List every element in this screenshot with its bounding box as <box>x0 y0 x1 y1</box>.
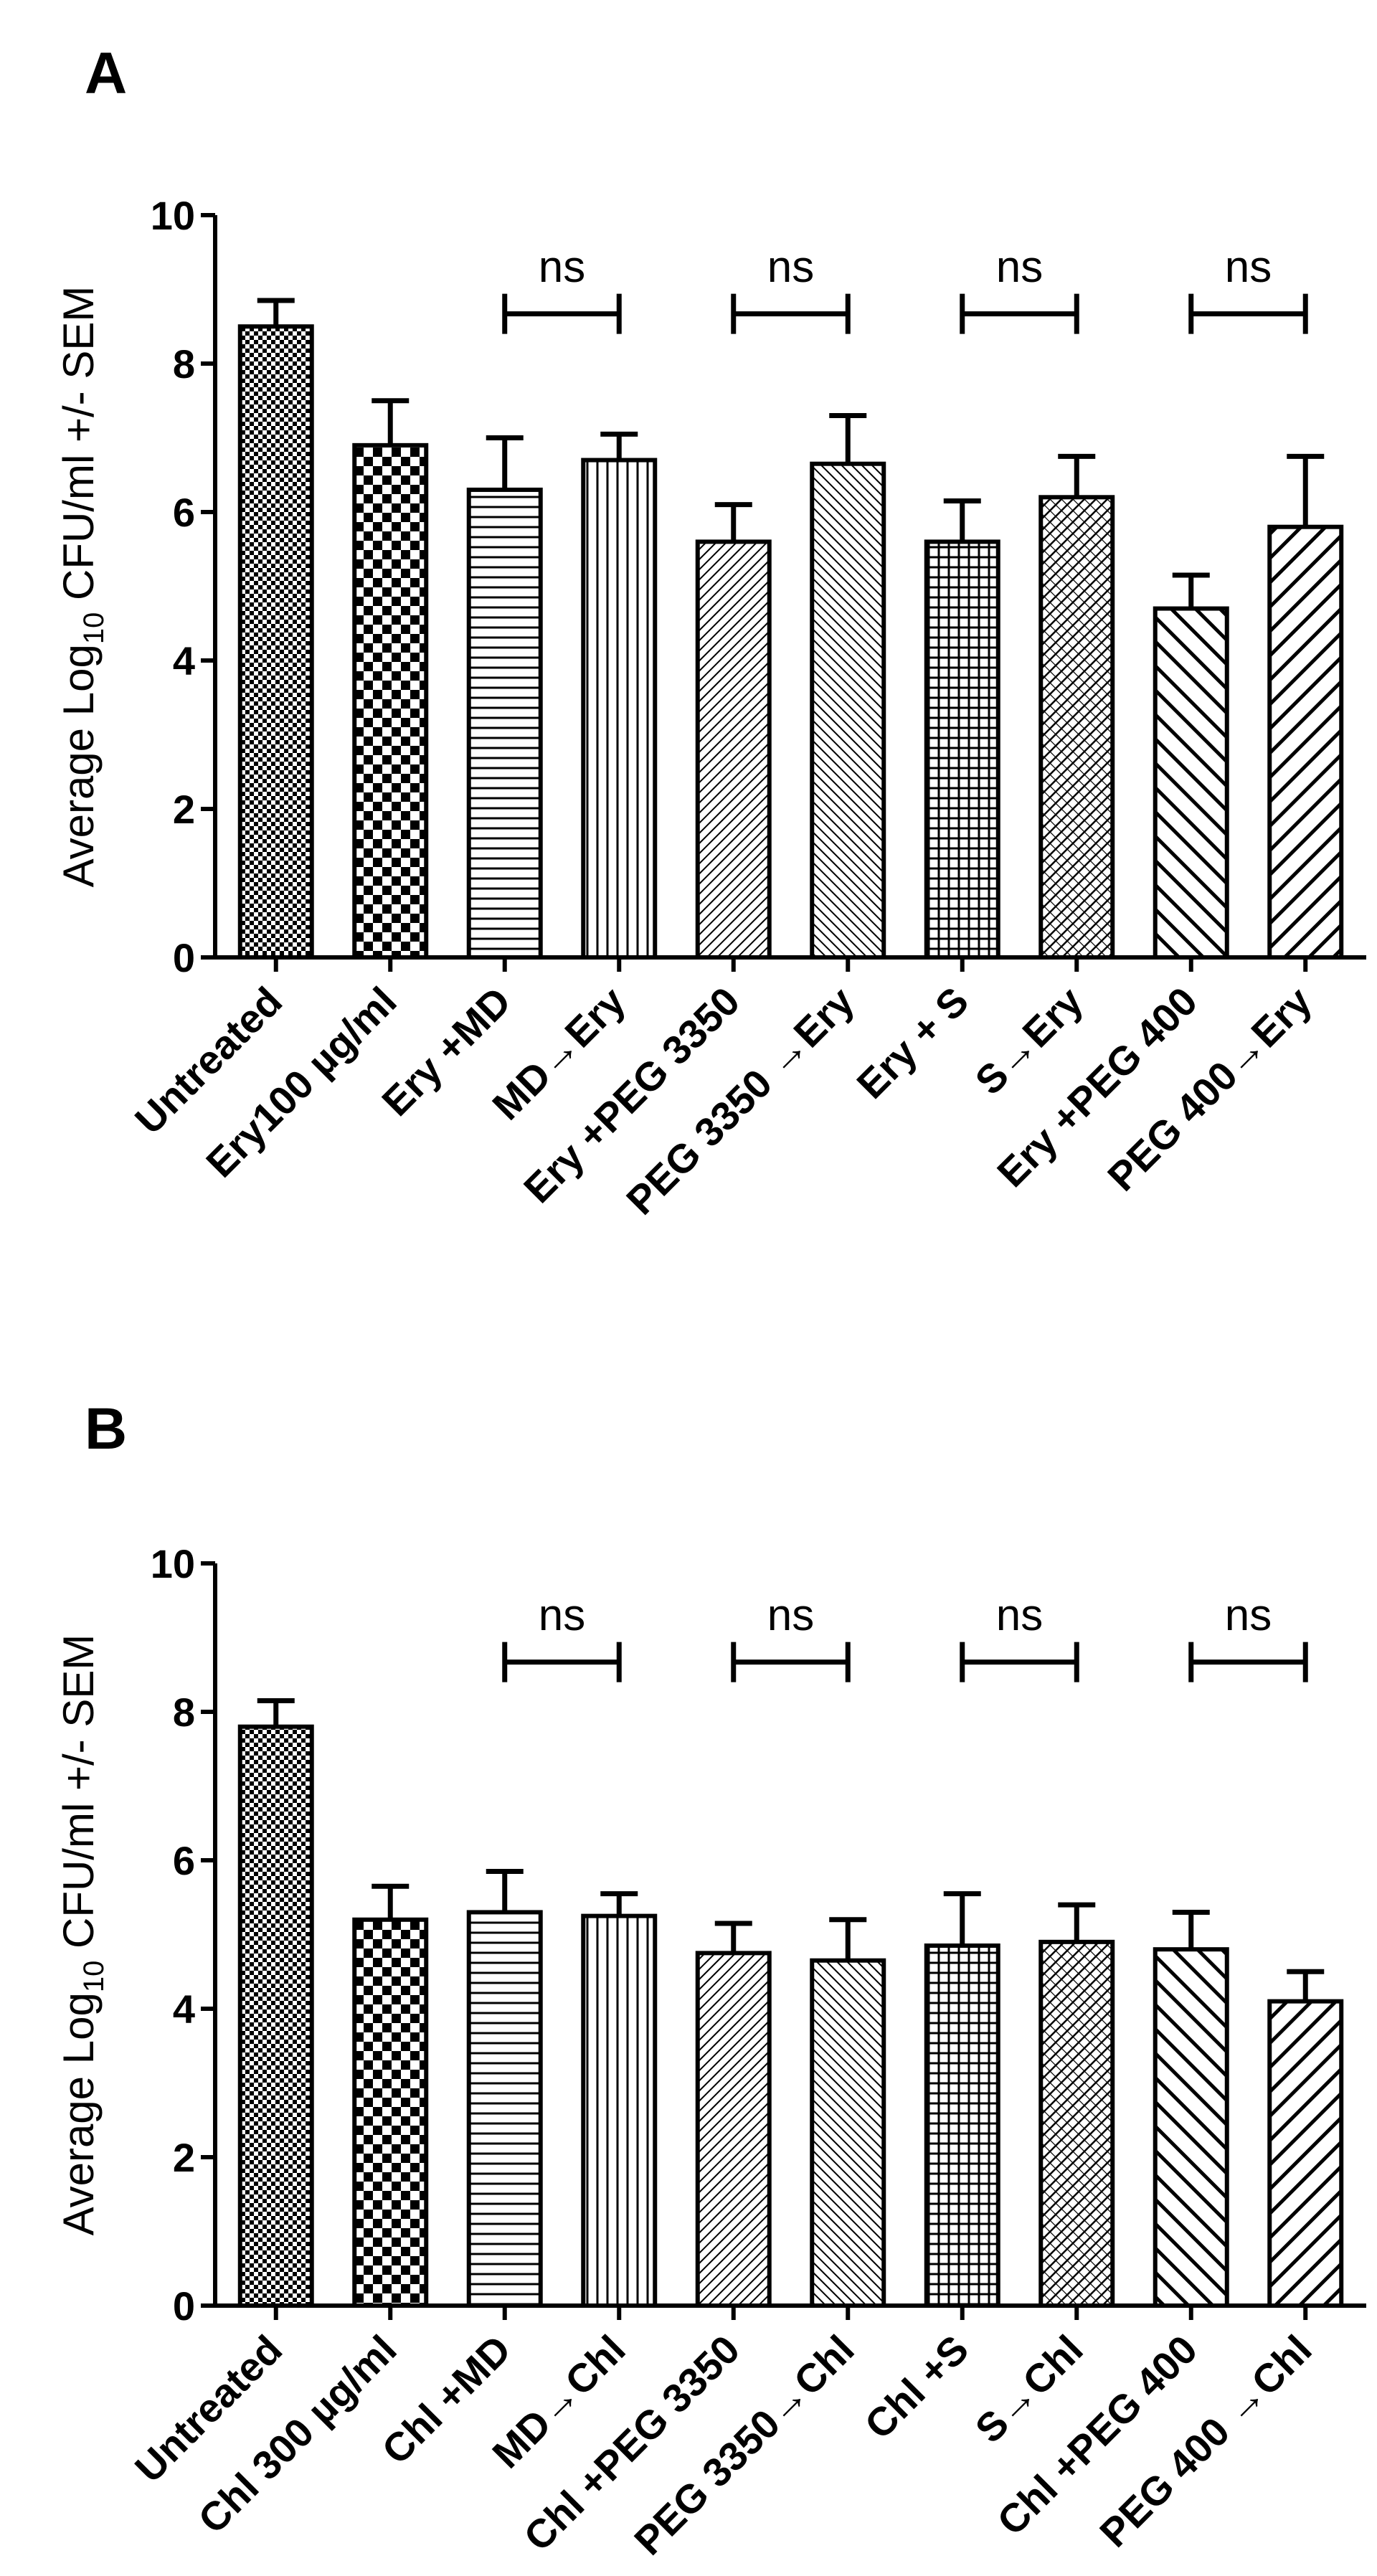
significance-label: ns <box>767 242 814 292</box>
y-tick-label: 10 <box>151 193 195 238</box>
bar <box>466 487 543 960</box>
bar <box>1038 1939 1115 2309</box>
y-tick-label: 0 <box>173 2283 195 2329</box>
significance-label: ns <box>996 1591 1043 1640</box>
y-tick-label: 2 <box>173 2135 195 2180</box>
bar <box>1153 1947 1229 2308</box>
bar <box>352 1917 429 2309</box>
bar <box>810 1958 886 2309</box>
bar <box>924 539 1000 960</box>
panel-letter: B <box>85 1396 127 1462</box>
bar <box>695 539 772 960</box>
y-tick-label: 2 <box>173 787 195 832</box>
y-tick-label: 6 <box>173 490 195 535</box>
bar <box>466 1910 543 2308</box>
bar <box>1267 1999 1344 2308</box>
x-tick-label: Ery + S <box>848 978 977 1107</box>
significance-label: ns <box>1225 242 1272 292</box>
y-axis-label: Average Log10 CFU/ml +/- SEM <box>55 1634 110 2236</box>
bar <box>1267 524 1344 960</box>
x-tick-label: Ery +PEG 400 <box>988 978 1206 1195</box>
x-tick-label: PEG 400 →Chl <box>1091 2326 1320 2556</box>
panel-letter: A <box>85 41 127 106</box>
bar <box>810 461 886 960</box>
y-tick-label: 10 <box>151 1541 195 1586</box>
bar <box>695 1951 772 2308</box>
y-tick-label: 8 <box>173 1690 195 1735</box>
significance-label: ns <box>996 242 1043 292</box>
bar <box>237 324 314 960</box>
bar <box>1153 606 1229 960</box>
x-tick-label: Chl +PEG 400 <box>988 2326 1206 2544</box>
bar <box>352 442 429 960</box>
y-tick-label: 4 <box>173 1987 195 2032</box>
bar <box>237 1724 314 2308</box>
y-tick-label: 0 <box>173 935 195 980</box>
y-axis-label: Average Log10 CFU/ml +/- SEM <box>55 286 110 888</box>
y-tick-label: 6 <box>173 1838 195 1883</box>
bar <box>581 1913 658 2308</box>
x-tick-label: Chl 300 µg/ml <box>189 2326 405 2542</box>
bar <box>581 458 658 960</box>
significance-label: ns <box>1225 1591 1272 1640</box>
significance-label: ns <box>767 1591 814 1640</box>
significance-label: ns <box>539 242 585 292</box>
bar <box>924 1943 1000 2308</box>
x-tick-label: PEG 400→Ery <box>1099 978 1320 1200</box>
y-tick-label: 8 <box>173 341 195 387</box>
y-tick-label: 4 <box>173 638 195 683</box>
bar <box>1038 495 1115 960</box>
significance-label: ns <box>539 1591 585 1640</box>
x-tick-label: Chl +S <box>856 2326 977 2448</box>
